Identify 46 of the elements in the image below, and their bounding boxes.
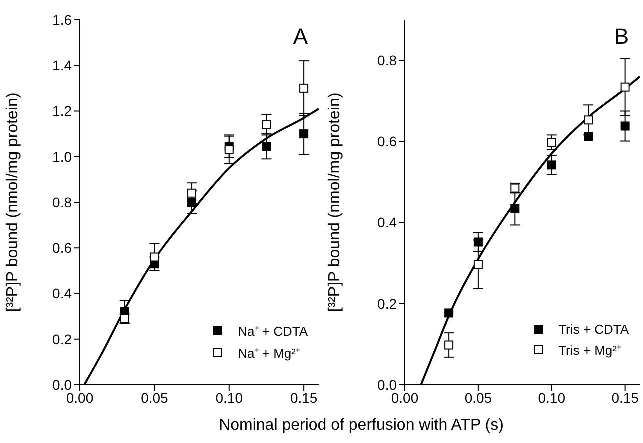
point [262,120,272,130]
point [584,116,594,125]
x-tick-label: 0.05 [141,390,169,406]
y-tick-label: 1.0 [52,148,72,165]
y-tick-label: 1.2 [52,103,72,120]
y-tick-label: 0.6 [52,240,72,256]
y-tick-label: 1.6 [52,12,72,28]
y-tick-label: 1.4 [52,58,72,74]
x-tick-label: 0.10 [538,390,566,406]
point [444,308,454,318]
legend-label: Na⁺ + Mg²⁺ [238,345,300,362]
legend-label: Tris + Mg²⁺ [558,342,621,359]
x-tick-label: 0.10 [216,390,244,406]
point [150,252,160,262]
y-axis-title: [³²P]P bound (nmol/mg protein) [326,92,344,312]
legend-label: Tris + CDTA [558,322,629,337]
y-tick-label: 0.6 [378,134,398,150]
y-tick-label: 0.8 [378,52,398,69]
point [510,204,520,214]
annotation: A [293,24,308,50]
x-tick-label: 0.05 [464,390,492,406]
point [584,132,594,142]
x-axis-title: Nominal period of perfusion with ATP (s) [218,417,505,435]
point [620,82,630,92]
point [224,146,234,155]
point [620,122,630,131]
y-tick-label: 0.2 [378,296,398,312]
y-tick-label: 0.4 [52,286,72,302]
point [547,138,556,147]
legend-label: Na⁺ + CDTA [238,323,308,340]
annotation: B [614,24,629,50]
x-tick-label: 0.15 [612,390,640,406]
point [300,130,309,139]
point [188,198,197,207]
point [474,238,483,247]
y-tick-label: 0.4 [378,214,398,231]
point [188,188,197,198]
y-axis-title: [³²P]P bound (nmol/mg protein) [4,92,22,312]
point [547,160,556,170]
point [474,260,483,270]
point [444,340,454,350]
y-tick-label: 0.8 [52,194,72,210]
y-tick-label: 0.2 [52,331,72,348]
point [300,84,309,93]
x-tick-label: 0.15 [290,390,318,406]
point [262,142,272,152]
